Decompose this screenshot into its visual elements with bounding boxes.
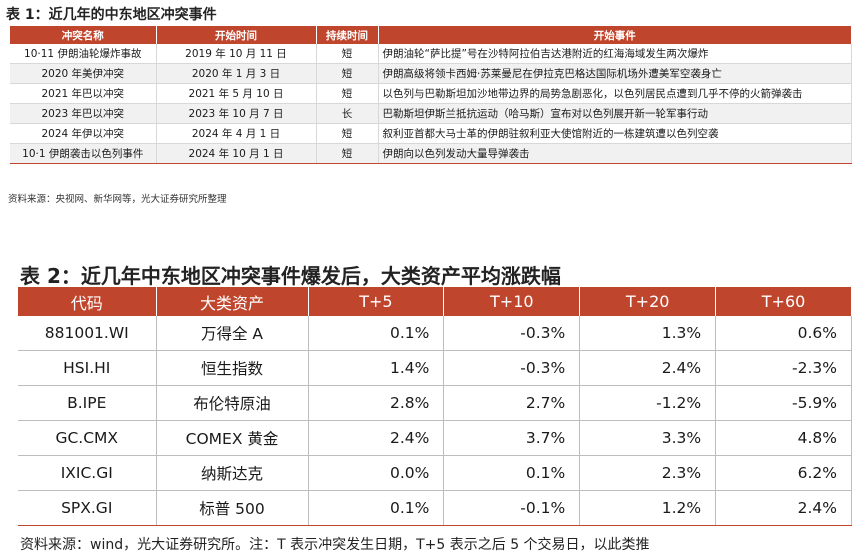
start-date-cell: 2021 年 5 月 10 日 bbox=[156, 83, 317, 104]
table1-header-start-event: 开始事件 bbox=[378, 26, 852, 44]
asset-cell: COMEX 黄金 bbox=[156, 420, 309, 456]
asset-cell: 纳斯达克 bbox=[156, 455, 309, 491]
t60-cell: 4.8% bbox=[715, 420, 852, 456]
start-event-cell: 巴勒斯坦伊斯兰抵抗运动（哈马斯）宣布对以色列展开新一轮军事行动 bbox=[378, 103, 852, 124]
t60-cell: 6.2% bbox=[715, 455, 852, 491]
t60-cell: 0.6% bbox=[715, 316, 852, 351]
t20-cell: 2.4% bbox=[579, 350, 717, 386]
t5-cell: 1.4% bbox=[308, 350, 445, 386]
code-cell: GC.CMX bbox=[18, 420, 157, 456]
t10-cell: 0.1% bbox=[443, 455, 581, 491]
t10-cell: -0.3% bbox=[443, 316, 581, 351]
duration-cell: 短 bbox=[316, 63, 379, 84]
t20-cell: 1.2% bbox=[579, 490, 717, 526]
code-cell: SPX.GI bbox=[18, 490, 157, 526]
asset-cell: 恒生指数 bbox=[156, 350, 309, 386]
table1-source-note: 资料来源：央视网、新华网等，光大证券研究所整理 bbox=[8, 194, 227, 205]
start-event-cell: 伊朗向以色列发动大量导弹袭击 bbox=[378, 143, 852, 164]
table2-header-t10: T+10 bbox=[443, 287, 581, 316]
duration-cell: 短 bbox=[316, 83, 379, 104]
t20-cell: 2.3% bbox=[579, 455, 717, 491]
table2-header-t60: T+60 bbox=[715, 287, 852, 316]
t60-cell: 2.4% bbox=[715, 490, 852, 526]
table-row: 10·1 伊朗袭击以色列事件 2024 年 10 月 1 日 短 伊朗向以色列发… bbox=[10, 143, 852, 164]
duration-cell: 短 bbox=[316, 123, 379, 144]
start-event-cell: 伊朗油轮“萨比提”号在沙特阿拉伯吉达港附近的红海海域发生两次爆炸 bbox=[378, 44, 852, 64]
conflict-name-cell: 10·11 伊朗油轮爆炸事故 bbox=[10, 44, 157, 64]
table-row: SPX.GI 标普 500 0.1% -0.1% 1.2% 2.4% bbox=[18, 490, 852, 526]
table1-title: 表 1：近几年的中东地区冲突事件 bbox=[6, 7, 217, 23]
start-event-cell: 以色列与巴勒斯坦加沙地带边界的局势急剧恶化，以色列居民点遭到几乎不停的火箭弹袭击 bbox=[378, 83, 852, 104]
start-date-cell: 2024 年 4 月 1 日 bbox=[156, 123, 317, 144]
table2-header-row: 代码 大类资产 T+5 T+10 T+20 T+60 bbox=[18, 287, 852, 316]
duration-cell: 短 bbox=[316, 143, 379, 164]
t20-cell: 3.3% bbox=[579, 420, 717, 456]
asset-cell: 万得全 A bbox=[156, 316, 309, 351]
t5-cell: 0.1% bbox=[308, 316, 445, 351]
conflict-name-cell: 2021 年巴以冲突 bbox=[10, 83, 157, 104]
t20-cell: -1.2% bbox=[579, 385, 717, 421]
conflict-events-table: 冲突名称 开始时间 持续时间 开始事件 10·11 伊朗油轮爆炸事故 2019 … bbox=[10, 26, 852, 164]
table-row: GC.CMX COMEX 黄金 2.4% 3.7% 3.3% 4.8% bbox=[18, 420, 852, 456]
conflict-name-cell: 2024 年伊以冲突 bbox=[10, 123, 157, 144]
code-cell: IXIC.GI bbox=[18, 455, 157, 491]
t5-cell: 2.8% bbox=[308, 385, 445, 421]
table-row: HSI.HI 恒生指数 1.4% -0.3% 2.4% -2.3% bbox=[18, 350, 852, 386]
t10-cell: 3.7% bbox=[443, 420, 581, 456]
start-date-cell: 2024 年 10 月 1 日 bbox=[156, 143, 317, 164]
t5-cell: 0.0% bbox=[308, 455, 445, 491]
conflict-name-cell: 2020 年美伊冲突 bbox=[10, 63, 157, 84]
table-row: 2024 年伊以冲突 2024 年 4 月 1 日 短 叙利亚首都大马士革的伊朗… bbox=[10, 123, 852, 144]
t10-cell: 2.7% bbox=[443, 385, 581, 421]
table-row: 881001.WI 万得全 A 0.1% -0.3% 1.3% 0.6% bbox=[18, 316, 852, 351]
asset-cell: 布伦特原油 bbox=[156, 385, 309, 421]
t10-cell: -0.1% bbox=[443, 490, 581, 526]
table1-header-row: 冲突名称 开始时间 持续时间 开始事件 bbox=[10, 26, 852, 44]
table2-header-t20: T+20 bbox=[579, 287, 717, 316]
start-date-cell: 2020 年 1 月 3 日 bbox=[156, 63, 317, 84]
t20-cell: 1.3% bbox=[579, 316, 717, 351]
t10-cell: -0.3% bbox=[443, 350, 581, 386]
conflict-name-cell: 10·1 伊朗袭击以色列事件 bbox=[10, 143, 157, 164]
table2-header-asset: 大类资产 bbox=[156, 287, 309, 316]
asset-returns-table: 代码 大类资产 T+5 T+10 T+20 T+60 881001.WI 万得全… bbox=[18, 287, 852, 526]
t60-cell: -5.9% bbox=[715, 385, 852, 421]
table1-header-duration: 持续时间 bbox=[316, 26, 379, 44]
table1-header-name: 冲突名称 bbox=[10, 26, 157, 44]
start-date-cell: 2019 年 10 月 11 日 bbox=[156, 44, 317, 64]
code-cell: B.IPE bbox=[18, 385, 157, 421]
code-cell: 881001.WI bbox=[18, 316, 157, 351]
duration-cell: 短 bbox=[316, 44, 379, 64]
conflict-name-cell: 2023 年巴以冲突 bbox=[10, 103, 157, 124]
table2-header-t5: T+5 bbox=[308, 287, 445, 316]
t5-cell: 2.4% bbox=[308, 420, 445, 456]
asset-cell: 标普 500 bbox=[156, 490, 309, 526]
t60-cell: -2.3% bbox=[715, 350, 852, 386]
code-cell: HSI.HI bbox=[18, 350, 157, 386]
duration-cell: 长 bbox=[316, 103, 379, 124]
table-row: 2023 年巴以冲突 2023 年 10 月 7 日 长 巴勒斯坦伊斯兰抵抗运动… bbox=[10, 103, 852, 124]
start-event-cell: 叙利亚首都大马士革的伊朗驻叙利亚大使馆附近的一栋建筑遭以色列空袭 bbox=[378, 123, 852, 144]
table-row: 2021 年巴以冲突 2021 年 5 月 10 日 短 以色列与巴勒斯坦加沙地… bbox=[10, 83, 852, 104]
table2-source-note: 资料来源：wind，光大证券研究所。注：T 表示冲突发生日期，T+5 表示之后 … bbox=[20, 537, 650, 553]
table-row: IXIC.GI 纳斯达克 0.0% 0.1% 2.3% 6.2% bbox=[18, 455, 852, 491]
table-row: B.IPE 布伦特原油 2.8% 2.7% -1.2% -5.9% bbox=[18, 385, 852, 421]
table2-header-code: 代码 bbox=[18, 287, 157, 316]
table2-title: 表 2：近几年中东地区冲突事件爆发后，大类资产平均涨跌幅 bbox=[20, 264, 561, 288]
t5-cell: 0.1% bbox=[308, 490, 445, 526]
table-row: 10·11 伊朗油轮爆炸事故 2019 年 10 月 11 日 短 伊朗油轮“萨… bbox=[10, 44, 852, 64]
start-date-cell: 2023 年 10 月 7 日 bbox=[156, 103, 317, 124]
table1-header-start-date: 开始时间 bbox=[156, 26, 317, 44]
start-event-cell: 伊朗高级将领卡西姆·苏莱曼尼在伊拉克巴格达国际机场外遭美军空袭身亡 bbox=[378, 63, 852, 84]
table-row: 2020 年美伊冲突 2020 年 1 月 3 日 短 伊朗高级将领卡西姆·苏莱… bbox=[10, 63, 852, 84]
